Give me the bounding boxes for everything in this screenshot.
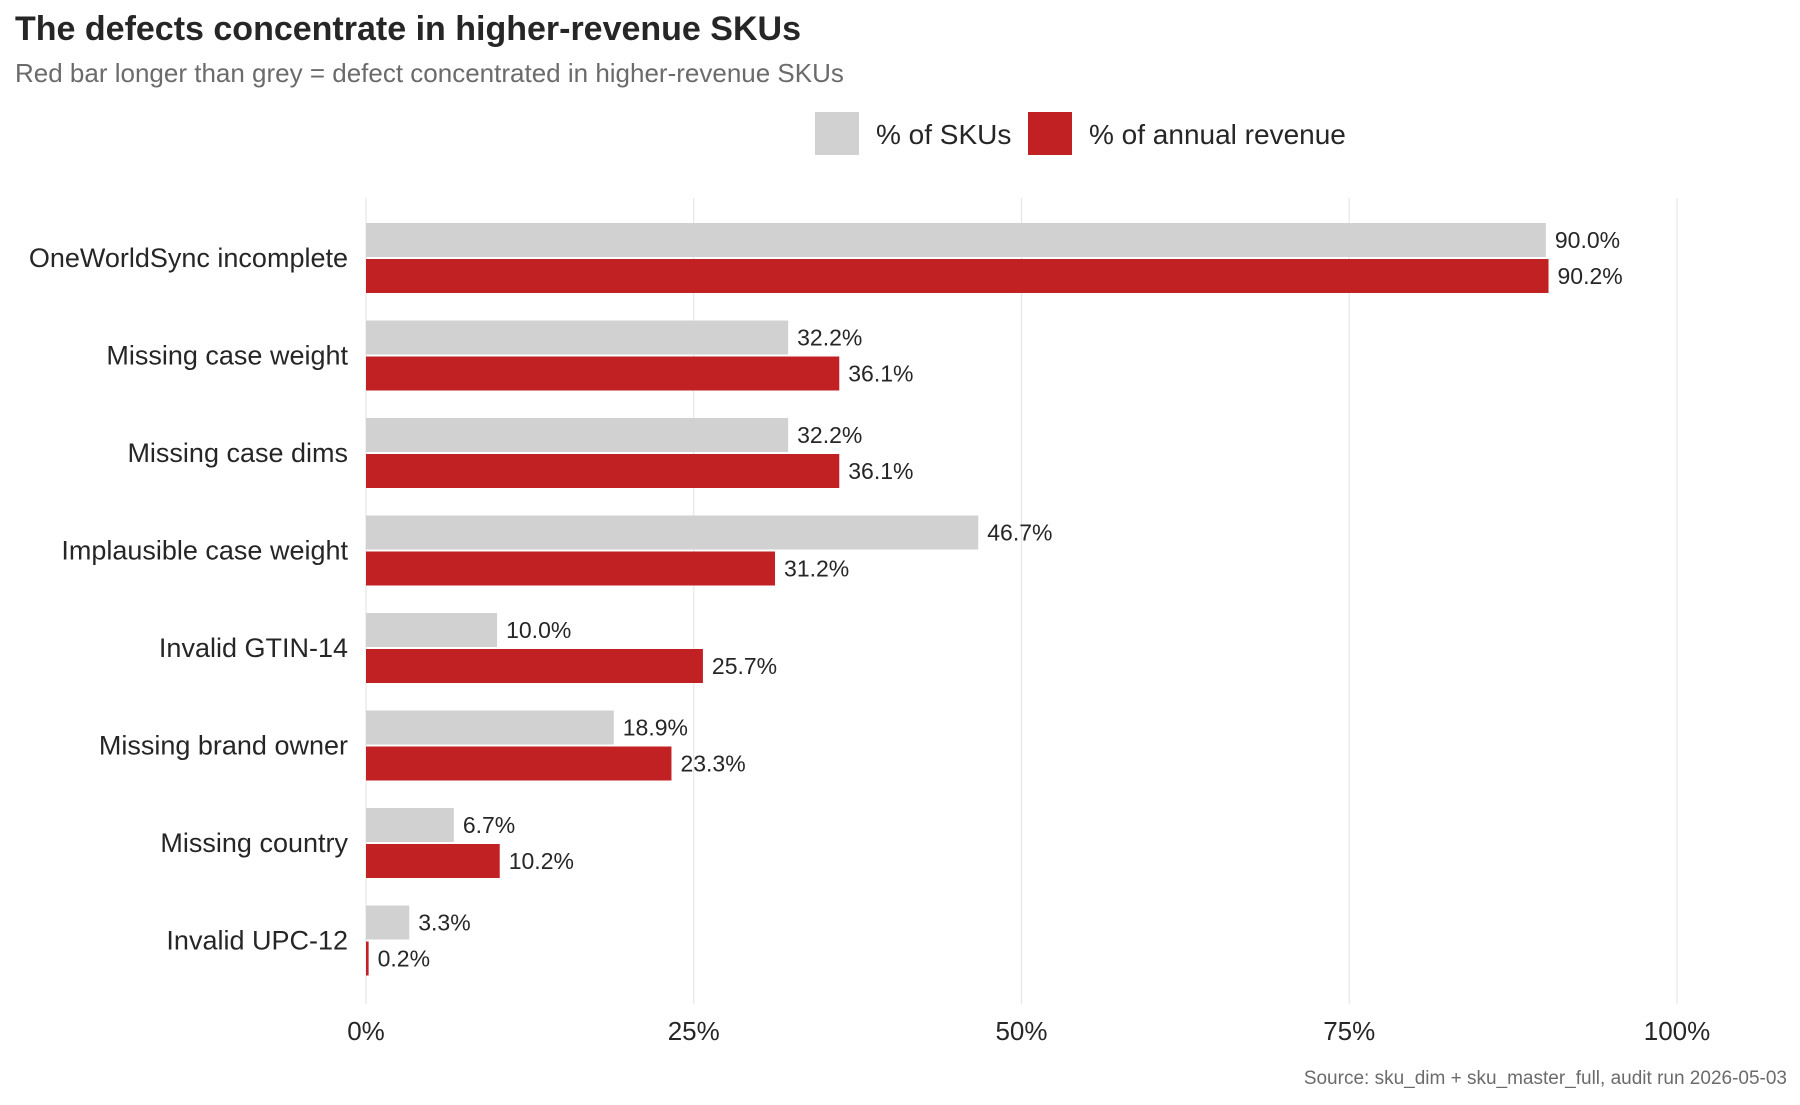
category-label: Missing country [160,828,348,858]
bar-skus [366,808,454,842]
x-tick-label: 100% [1644,1016,1711,1046]
bar-skus [366,710,614,745]
bar-revenue [366,454,840,488]
data-label-revenue: 23.3% [680,751,745,777]
legend-label-skus: % of SKUs [876,119,1011,150]
bar-skus [366,418,789,452]
bars-layer [366,223,1549,976]
x-tick-label: 0% [347,1016,385,1046]
labels-layer: 0% 25% 50% 75% 100% OneWorldSync incomplete 90… [29,227,1710,1046]
data-label-revenue: 31.2% [784,556,849,582]
bar-revenue [366,356,840,391]
x-tick-label: 50% [995,1016,1047,1046]
legend-label-revenue: % of annual revenue [1089,119,1346,150]
category-label: OneWorldSync incomplete [29,243,348,273]
x-tick-label: 25% [668,1016,720,1046]
x-tick-label: 75% [1323,1016,1375,1046]
chart-subtitle: Red bar longer than grey = defect concen… [15,58,844,88]
data-label-revenue: 90.2% [1558,263,1623,289]
legend-swatch-revenue [1028,112,1072,155]
bar-revenue [366,941,369,976]
bar-revenue [366,649,703,683]
category-label: Missing brand owner [99,731,348,761]
category-label: Missing case dims [127,438,348,468]
data-label-skus: 46.7% [987,520,1052,546]
data-label-skus: 90.0% [1555,227,1620,253]
data-label-skus: 32.2% [797,325,862,351]
data-label-revenue: 36.1% [848,458,913,484]
grid-layer [365,198,1678,1004]
category-label: Invalid GTIN-14 [159,633,348,663]
data-label-revenue: 25.7% [712,653,777,679]
bar-skus [366,223,1546,257]
bar-skus [366,320,789,355]
data-label-revenue: 36.1% [848,361,913,387]
data-label-revenue: 10.2% [509,848,574,874]
bar-skus [366,905,410,940]
category-label: Implausible case weight [61,536,348,566]
data-label-skus: 32.2% [797,422,862,448]
data-label-skus: 18.9% [623,715,688,741]
category-label: Missing case weight [106,341,348,371]
legend-swatch-skus [815,112,859,155]
bar-skus [366,515,979,550]
data-label-revenue: 0.2% [378,946,430,972]
data-label-skus: 6.7% [463,812,515,838]
bar-revenue [366,259,1549,293]
chart-caption: Source: sku_dim + sku_master_full, audit… [1304,1068,1787,1089]
bar-revenue [366,551,776,586]
data-label-skus: 10.0% [506,617,571,643]
bar-revenue [366,844,500,878]
chart-title: The defects concentrate in higher-revenu… [15,10,801,48]
bar-revenue [366,746,672,781]
legend: % of SKUs % of annual revenue [815,112,1346,155]
data-label-skus: 3.3% [418,910,470,936]
bar-skus [366,613,498,647]
category-label: Invalid UPC-12 [166,926,348,956]
